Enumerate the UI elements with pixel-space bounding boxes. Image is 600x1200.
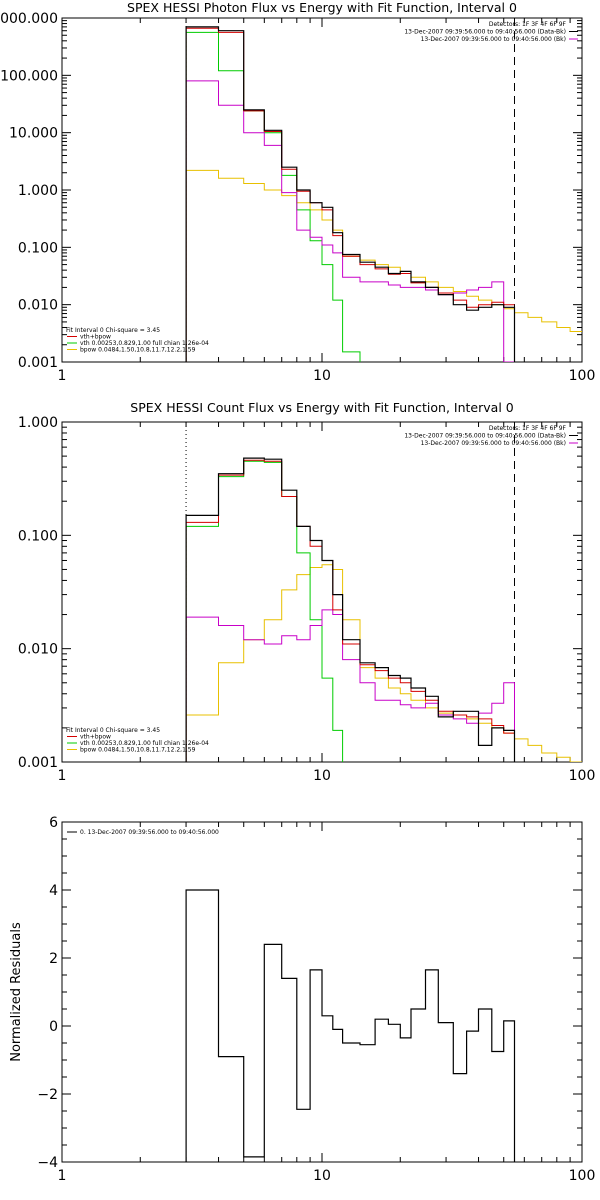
fit-legend: 0. 13-Dec-2007 09:39:56.000 to 09:40:56.… <box>67 829 219 836</box>
legend-entry: vth+bpow <box>80 334 111 341</box>
y-tick-label: 10.000 <box>9 126 58 142</box>
y-tick-label: −2 <box>37 1087 58 1103</box>
y-tick-label: 0 <box>49 1019 58 1035</box>
x-tick-label: 1 <box>58 368 67 384</box>
series-background <box>185 459 515 762</box>
series-background <box>185 27 515 362</box>
chart-panel-2: SPEX HESSI Count Flux vs Energy with Fit… <box>18 400 596 784</box>
chart-title: SPEX HESSI Count Flux vs Energy with Fit… <box>130 400 513 415</box>
series-data <box>185 457 516 762</box>
y-tick-label: 0.100 <box>18 240 58 256</box>
y-tick-label: 100.000 <box>0 68 58 84</box>
legend-entry: Fit Interval 0 Chi-square = 3.45 <box>66 327 160 334</box>
y-tick-label: 1.000 <box>18 183 58 199</box>
x-axis: 1 10 100 <box>58 822 596 1184</box>
y-axis: −4 −2 0 2 4 6 <box>37 815 582 1171</box>
y-axis: 0.001 0.010 0.100 1.000 10.000 100.000 1000.00… <box>0 11 582 371</box>
y-tick-label: 6 <box>49 815 58 831</box>
series-data <box>185 26 516 362</box>
info-line: 13-Dec-2007 09:39:56.000 to 09:40:56.000… <box>421 36 566 43</box>
info-line: 13-Dec-2007 09:39:56.000 to 09:40:56.000… <box>404 29 566 36</box>
legend-entry: 0. 13-Dec-2007 09:39:56.000 to 09:40:56.… <box>80 829 219 836</box>
info-line: Detectors: 1F 3F 4F 6F 9F <box>489 21 567 28</box>
series-fit-total <box>185 609 515 762</box>
legend-entry: bpow 0.0484,1.50,10.8,11.7,12.2,1.59 <box>80 347 196 354</box>
legend-entry: Fit Interval 0 Chi-square = 3.45 <box>66 727 160 734</box>
y-tick-label: 4 <box>49 883 58 899</box>
legend-entry: bpow 0.0484,1.50,10.8,11.7,12.2,1.59 <box>80 747 196 754</box>
y-tick-label: 0.010 <box>18 298 58 314</box>
x-tick-label: 1 <box>58 1168 67 1184</box>
y-axis: 0.001 0.010 0.100 1.000 <box>18 415 582 771</box>
chart-panel-3: 1 10 100 −4 −2 0 2 4 6 Normalized Residuals 0. 13-… <box>9 815 596 1184</box>
y-axis-label: Normalized Residuals <box>9 922 24 1062</box>
fit-legend: Fit Interval 0 Chi-square = 3.45vth+bpow… <box>66 727 209 754</box>
x-tick-label: 10 <box>313 768 331 784</box>
x-tick-label: 10 <box>313 1168 331 1184</box>
y-tick-label: 1.000 <box>18 415 58 431</box>
series-bpow <box>185 564 582 762</box>
y-tick-label: 0.001 <box>18 355 58 371</box>
info-line: 13-Dec-2007 09:39:56.000 to 09:40:56.000… <box>421 440 566 447</box>
plot-area <box>185 422 582 762</box>
y-tick-label: 2 <box>49 951 58 967</box>
series-data <box>185 889 516 1162</box>
y-tick-label: 0.001 <box>18 755 58 771</box>
info-line: 13-Dec-2007 09:39:56.000 to 09:40:56.000… <box>404 433 566 440</box>
legend-entry: vth 0.00253,0.829,1.00 full chian 1.26e-… <box>80 340 209 347</box>
series-bpow <box>185 169 582 362</box>
plot-area <box>185 18 582 362</box>
plot-area <box>185 889 516 1162</box>
plot-frame <box>61 421 583 763</box>
series-fit-total <box>185 80 515 362</box>
legend-entry: vth 0.00253,0.829,1.00 full chian 1.26e-… <box>80 740 209 747</box>
series-vth <box>185 460 344 762</box>
x-axis: 1 10 100 <box>58 18 596 384</box>
y-tick-label: −4 <box>37 1155 58 1171</box>
x-tick-label: 100 <box>569 368 596 384</box>
x-tick-label: 10 <box>313 368 331 384</box>
y-tick-label: 0.100 <box>18 528 58 544</box>
series-vth <box>185 31 361 362</box>
info-line: Detectors: 1F 3F 4F 6F 9F <box>489 425 567 432</box>
x-tick-label: 1 <box>58 768 67 784</box>
fit-legend: Fit Interval 0 Chi-square = 3.45vth+bpow… <box>66 327 209 354</box>
x-tick-label: 100 <box>569 1168 596 1184</box>
chart-panel-1: SPEX HESSI Photon Flux vs Energy with Fi… <box>0 0 596 384</box>
legend-entry: vth+bpow <box>80 734 111 741</box>
chart-title: SPEX HESSI Photon Flux vs Energy with Fi… <box>127 0 517 15</box>
x-tick-label: 100 <box>569 768 596 784</box>
y-tick-label: 0.010 <box>18 642 58 658</box>
